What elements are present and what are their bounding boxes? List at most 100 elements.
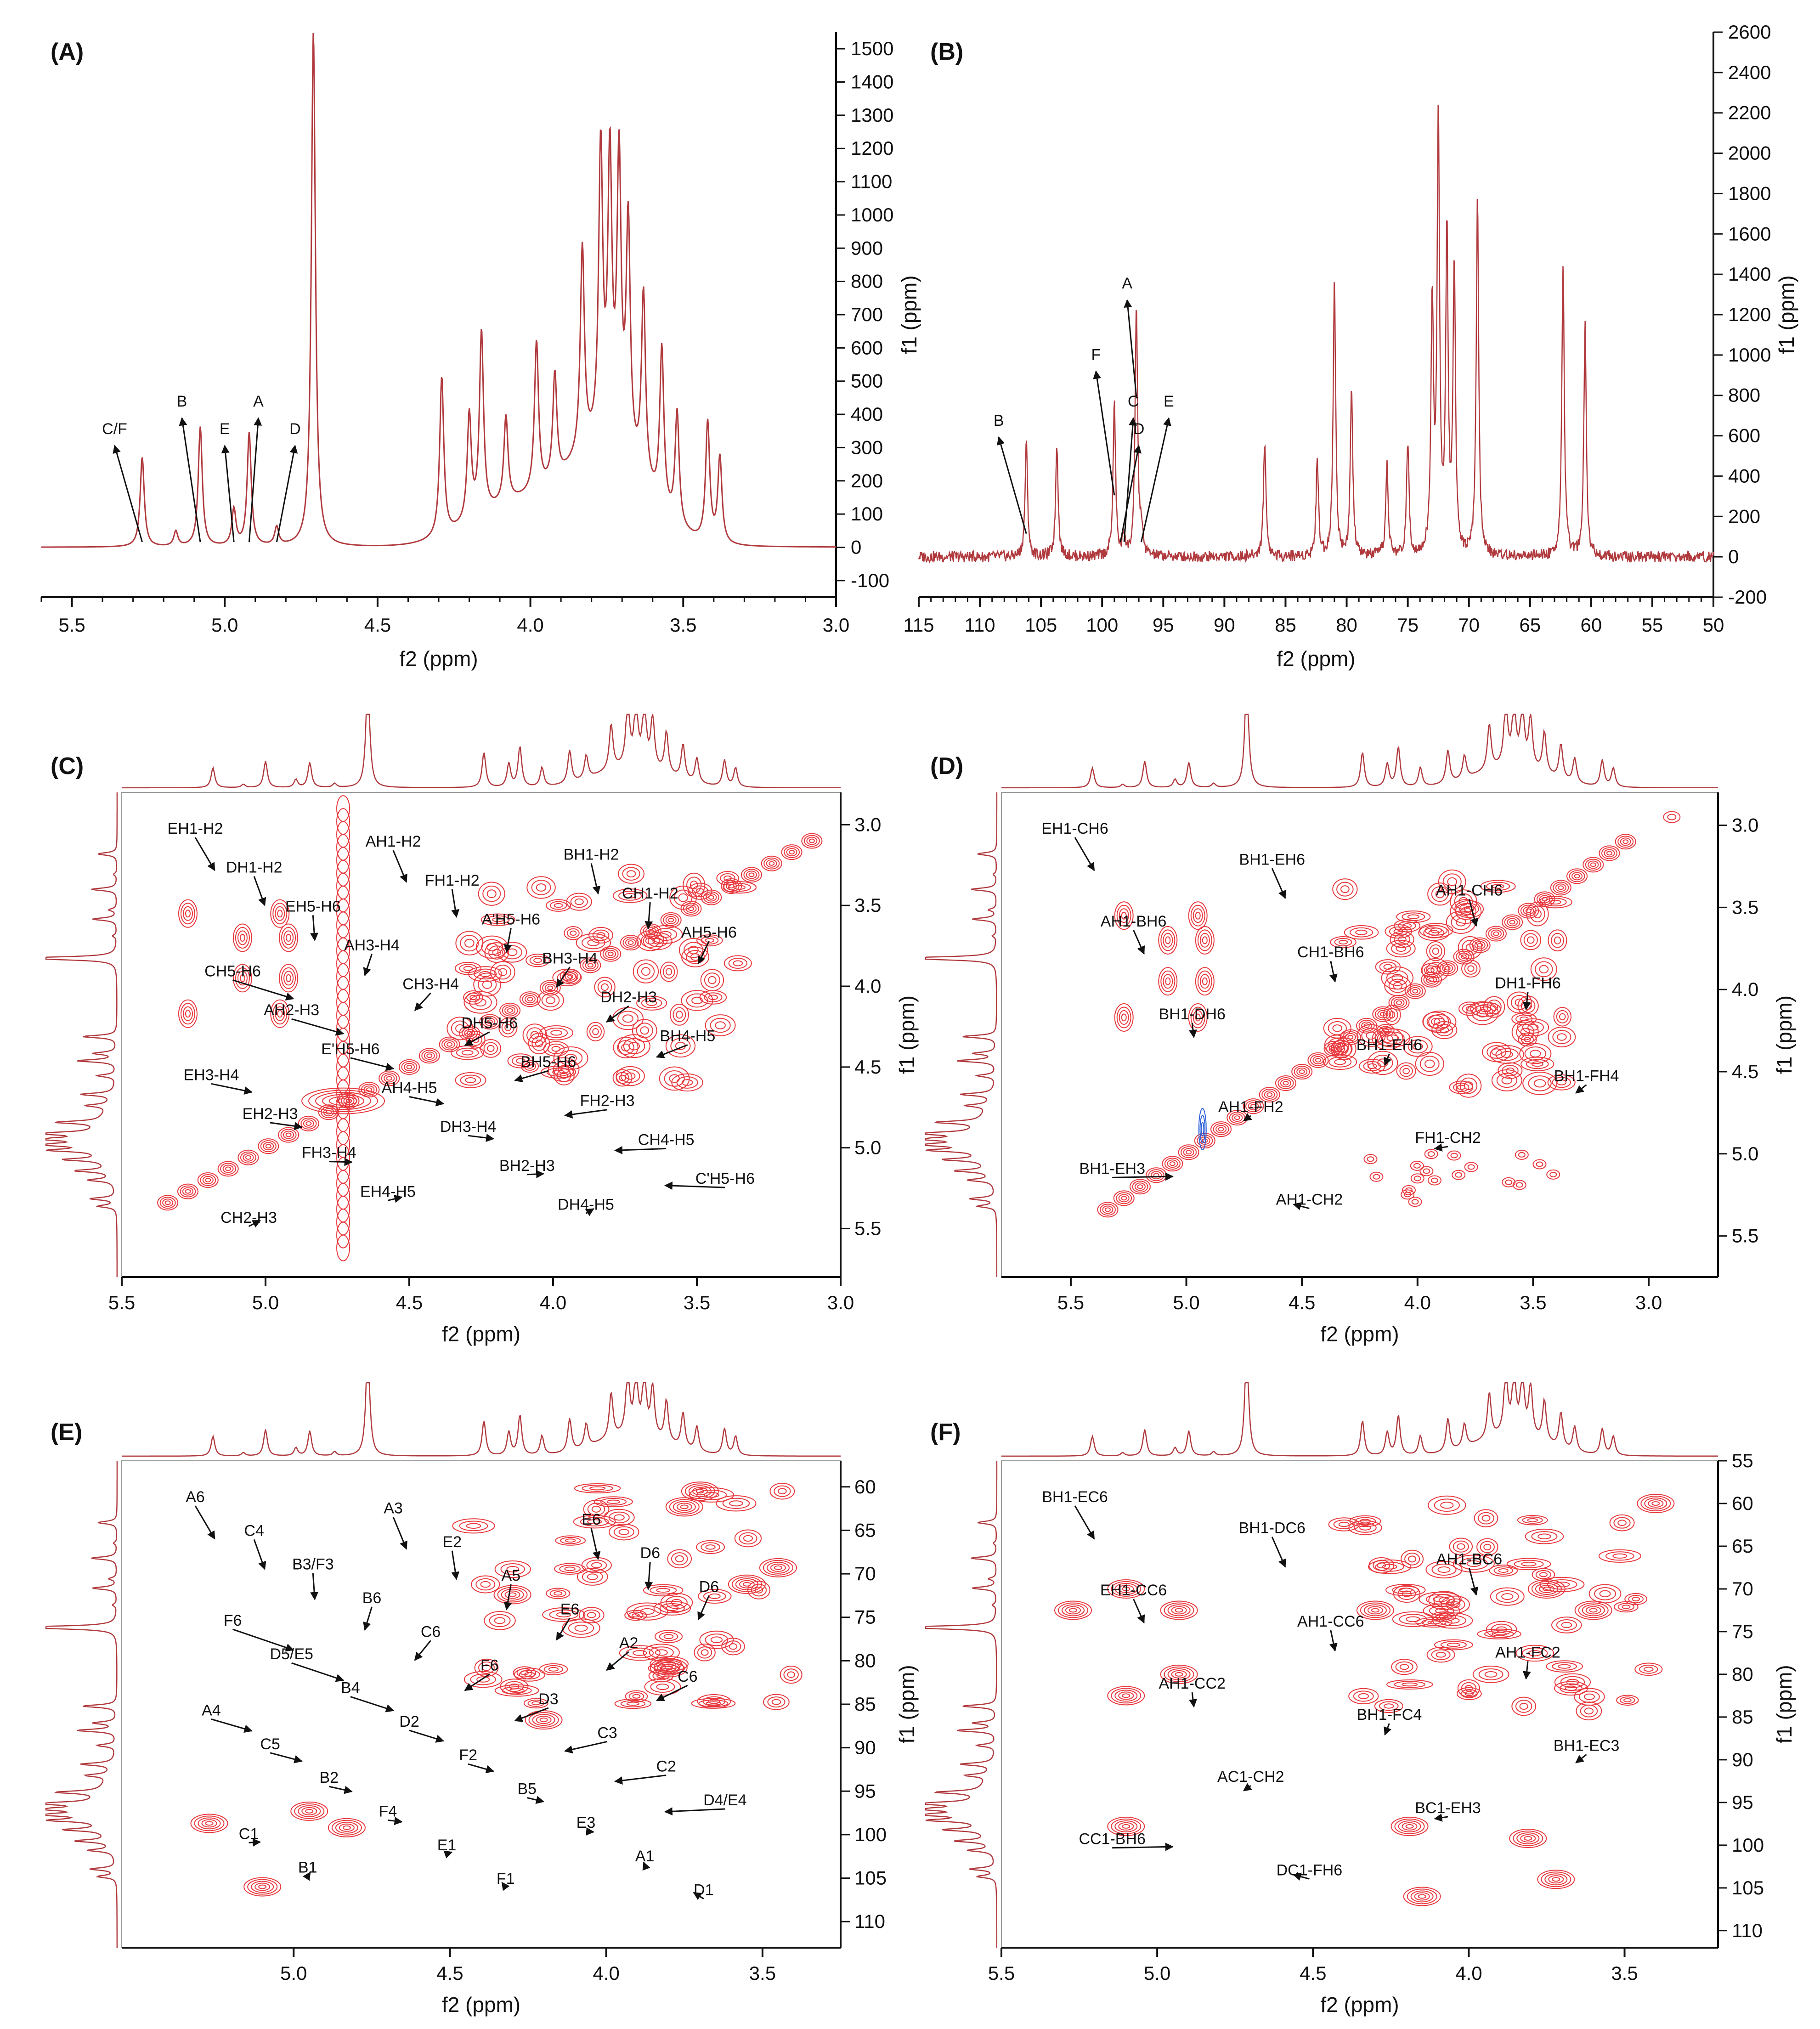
contour-ring [1401,1189,1415,1200]
contour-ring [1386,1008,1398,1022]
contour-ring [1328,1038,1345,1052]
contour-ring [600,1498,627,1506]
x-tick-label: 4.5 [364,614,391,636]
peak-annotation: EH5-H6 [285,898,341,915]
contour-ring [1561,1622,1572,1628]
annotation-arrow [1293,1872,1310,1881]
annotation-arrow [1133,1599,1145,1624]
x-tick-label: 70 [1458,614,1480,636]
annotation-arrow [194,1505,215,1540]
contour-ring [681,990,713,1011]
contour-ring [1583,857,1604,873]
contour-ring [1232,1113,1243,1122]
contour-ring [669,1004,689,1026]
contour-ring [1431,886,1449,902]
contour-ring [280,1129,297,1141]
contour-ring [328,1818,366,1837]
contour-ring [1291,1063,1313,1079]
contour-ring [1337,1046,1345,1053]
contour-ring [670,1038,691,1054]
contour-ring [691,996,703,1005]
contour-ring [1620,837,1631,846]
contour-ring [1412,989,1419,994]
spectrum-line [41,33,836,548]
contour-ring [1617,1520,1627,1526]
contour-ring [1114,901,1134,930]
contour-ring [690,881,698,890]
contour-ring [1578,1602,1609,1618]
contour-ring [1275,1075,1296,1091]
contour-ring [1332,878,1358,900]
contour-ring [1520,1834,1536,1842]
contour-ring [1195,926,1215,955]
contour-ring [806,836,818,845]
contour-ring [1393,982,1403,990]
contour-ring [585,961,596,970]
contour-ring [1496,1626,1507,1633]
annotation-arrow [291,1662,345,1682]
annotation-arrow [414,1640,431,1661]
x-tick-label: 5.5 [988,1962,1015,1984]
contour-ring [237,971,248,986]
contour-ring [636,1023,653,1039]
peak-annotation: C/F [102,420,127,438]
side-projection [45,1461,118,1948]
contour-ring [243,1153,254,1162]
contour-ring [1197,970,1212,992]
contour-ring [532,1714,555,1726]
contour-ring [1358,1693,1369,1699]
contour-ring [556,1611,571,1617]
annotation-arrow [644,1562,653,1590]
contour-ring [220,1163,237,1175]
contour-ring [1399,1065,1413,1077]
contour-ring [1484,1671,1498,1678]
contour-ring [1389,1011,1396,1019]
contour-ring [1606,851,1612,856]
contour-ring [1515,1182,1523,1188]
contour-ring [1165,936,1171,944]
contour-ring [618,1529,630,1535]
contour-ring [554,1065,575,1085]
contour-ring [1261,1089,1278,1101]
y-tick-label: 0 [851,536,861,558]
y-tick-label: 600 [851,337,883,358]
contour-ring [1374,1008,1391,1020]
contour-ring [1552,1877,1560,1882]
contour-ring [507,1008,513,1013]
contour-ring [1488,927,1504,940]
contour-ring [1104,1207,1111,1212]
contour-ring [502,945,522,960]
contour-ring [507,1053,534,1068]
contour-ring [1375,959,1401,975]
x-tick-label: 4.0 [517,614,543,636]
contour-ring [180,903,195,925]
peak-annotation: E1 [437,1837,457,1854]
contour-ring [1428,1014,1451,1030]
peak-annotation: CH4-H5 [638,1131,695,1148]
contour-ring [1507,918,1518,927]
peak-annotation: A3 [384,1499,403,1517]
peak-annotation: FH1-CH2 [1415,1129,1481,1147]
contour-layer [190,1481,803,1897]
contour-ring [596,932,605,938]
contour-ring [529,955,546,965]
peak-annotation: DH5-H6 [461,1014,518,1032]
contour-ring [281,967,296,989]
peak-annotation: CC1-BH6 [1079,1831,1145,1848]
contour-ring [1529,1050,1541,1057]
contour-ring [729,1643,738,1650]
contour-ring [1464,1162,1478,1172]
annotation-arrow [464,1031,490,1046]
contour-ring [1398,921,1416,931]
contour-ring [612,888,648,903]
contour-ring [1445,1598,1465,1611]
contour-ring [637,963,655,980]
contour-ring [708,895,714,900]
top-projection [122,1382,841,1457]
contour-ring [260,1140,277,1153]
y-tick-label: 4.5 [1732,1061,1758,1082]
contour-ring [1360,1602,1390,1618]
contour-ring [656,1684,669,1690]
contour-ring [531,1036,547,1051]
contour-ring [504,1590,520,1599]
